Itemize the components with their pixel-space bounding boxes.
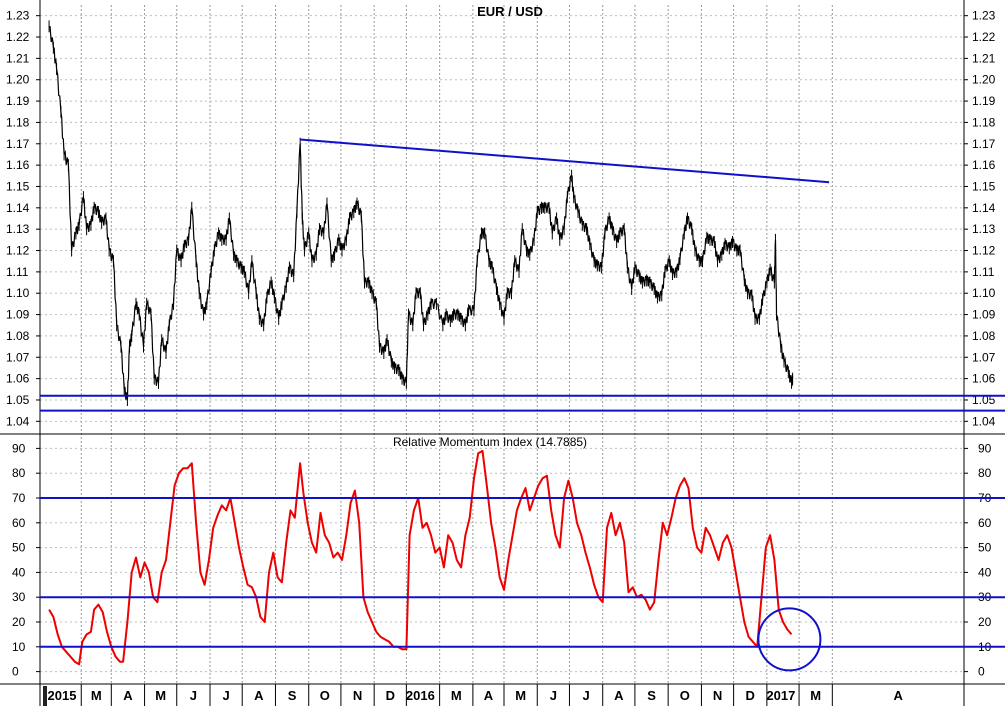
price-tick-left: 1.09 xyxy=(6,308,30,322)
rmi-tick-left: 0 xyxy=(12,665,19,679)
price-tick-right: 1.11 xyxy=(972,265,995,279)
x-axis-label: J xyxy=(222,688,229,703)
price-tick-right: 1.12 xyxy=(972,244,996,258)
x-axis-label: J xyxy=(550,688,557,703)
x-axis-label: 2016 xyxy=(406,688,435,703)
price-tick-right: 1.19 xyxy=(972,94,996,108)
price-series xyxy=(48,20,794,406)
rmi-series xyxy=(48,449,793,666)
x-axis-label: M xyxy=(810,688,821,703)
price-tick-right: 1.07 xyxy=(972,350,996,364)
price-tick-right: 1.08 xyxy=(972,329,996,343)
price-tick-left: 1.04 xyxy=(6,414,30,428)
price-tick-right: 1.13 xyxy=(972,222,996,236)
price-line xyxy=(48,25,794,401)
price-reference-lines xyxy=(40,138,1005,412)
x-axis-label: O xyxy=(680,688,690,703)
x-axis-label: M xyxy=(515,688,526,703)
x-axis-label: N xyxy=(713,688,722,703)
price-tick-right: 1.20 xyxy=(972,73,996,87)
rmi-tick-right: 90 xyxy=(978,441,992,455)
price-tick-left: 1.17 xyxy=(6,137,30,151)
x-axis-label: 2015 xyxy=(48,688,77,703)
x-axis-label: A xyxy=(614,688,624,703)
price-tick-left: 1.20 xyxy=(6,73,30,87)
price-tick-left: 1.23 xyxy=(6,9,30,23)
x-axis-labels: 2015 M A M J J A S O N D 2016 M A M J J A S O N D 2017 M A xyxy=(48,688,904,703)
x-axis-label: S xyxy=(647,688,656,703)
rmi-tick-left: 60 xyxy=(12,516,26,530)
rmi-tick-right: 50 xyxy=(978,541,992,555)
x-axis-label: O xyxy=(320,688,330,703)
price-axis-ticks: 1.04 1.041.05 1.051.06 1.061.07 1.071.08 1.08… xyxy=(6,9,996,429)
x-axis-label: A xyxy=(484,688,494,703)
x-axis-label: A xyxy=(123,688,133,703)
x-axis-label: D xyxy=(386,688,395,703)
price-tick-left: 1.06 xyxy=(6,372,30,386)
price-chart-title: EUR / USD xyxy=(477,4,543,19)
price-tick-left: 1.22 xyxy=(6,30,30,44)
price-tick-right: 1.16 xyxy=(972,158,996,172)
x-axis-label: 2017 xyxy=(766,688,795,703)
price-tick-left: 1.14 xyxy=(6,201,30,215)
rmi-tick-left: 10 xyxy=(12,640,26,654)
price-tick-left: 1.11 xyxy=(6,265,29,279)
rmi-tick-right: 0 xyxy=(978,665,985,679)
price-tick-left: 1.12 xyxy=(6,244,30,258)
x-axis-label: J xyxy=(582,688,589,703)
x-axis-label: M xyxy=(451,688,462,703)
price-tick-right: 1.06 xyxy=(972,372,996,386)
resistance-trendline xyxy=(300,138,830,184)
rmi-tick-left: 30 xyxy=(12,590,26,604)
rmi-tick-left: 40 xyxy=(12,565,26,579)
price-tick-right: 1.14 xyxy=(972,201,996,215)
price-tick-right: 1.22 xyxy=(972,30,996,44)
rmi-tick-left: 50 xyxy=(12,541,26,555)
price-tick-right: 1.17 xyxy=(972,137,996,151)
price-tick-left: 1.08 xyxy=(6,329,30,343)
price-tick-left: 1.16 xyxy=(6,158,30,172)
price-tick-right: 1.23 xyxy=(972,9,996,23)
price-tick-left: 1.13 xyxy=(6,222,30,236)
rmi-line xyxy=(48,449,793,666)
price-tick-left: 1.19 xyxy=(6,94,30,108)
price-tick-right: 1.21 xyxy=(972,51,996,65)
price-tick-right: 1.10 xyxy=(972,286,996,300)
x-axis-label: A xyxy=(254,688,264,703)
price-tick-left: 1.18 xyxy=(6,115,30,129)
grid-lines xyxy=(40,5,964,706)
x-axis-label: M xyxy=(155,688,166,703)
rmi-tick-right: 20 xyxy=(978,615,992,629)
rmi-tick-right: 60 xyxy=(978,516,992,530)
rmi-tick-left: 90 xyxy=(12,441,26,455)
price-tick-left: 1.10 xyxy=(6,286,30,300)
price-tick-left: 1.05 xyxy=(6,393,30,407)
x-axis-label: D xyxy=(746,688,755,703)
price-tick-right: 1.15 xyxy=(972,179,996,193)
indicator-reference-lines xyxy=(40,497,1005,672)
x-axis-label: N xyxy=(353,688,362,703)
price-tick-right: 1.04 xyxy=(972,414,996,428)
highlight-circle xyxy=(757,607,822,672)
rmi-tick-left: 20 xyxy=(12,615,26,629)
price-tick-right: 1.18 xyxy=(972,115,996,129)
rmi-tick-right: 40 xyxy=(978,565,992,579)
price-tick-left: 1.07 xyxy=(6,350,30,364)
rmi-tick-left: 80 xyxy=(12,466,26,480)
x-axis-label: M xyxy=(91,688,102,703)
x-axis-label: S xyxy=(288,688,297,703)
x-axis-label: A xyxy=(893,688,903,703)
rmi-tick-right: 80 xyxy=(978,466,992,480)
x-axis-label: J xyxy=(190,688,197,703)
indicator-title: Relative Momentum Index (14.7885) xyxy=(393,435,587,449)
price-tick-left: 1.15 xyxy=(6,179,30,193)
year-marker xyxy=(43,686,47,706)
rmi-tick-left: 70 xyxy=(12,491,26,505)
price-tick-left: 1.21 xyxy=(6,51,30,65)
price-tick-right: 1.09 xyxy=(972,308,996,322)
